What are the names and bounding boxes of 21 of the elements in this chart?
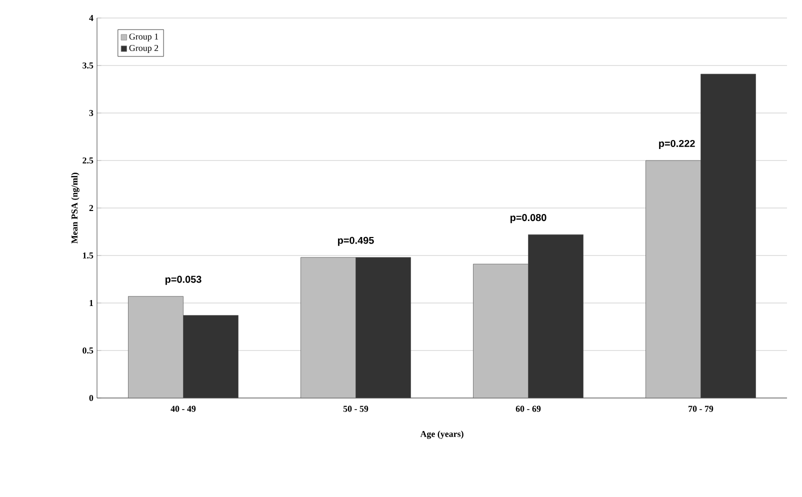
- legend-label: Group 1: [129, 34, 158, 42]
- x-tick-label: 60 - 69: [516, 406, 541, 412]
- y-tick-label: 2.5: [82, 157, 94, 164]
- x-tick-label: 40 - 49: [170, 406, 196, 412]
- annotation: p=0.080: [510, 214, 546, 224]
- y-tick-label: 0: [89, 394, 94, 402]
- y-axis-title: Mean PSA (ng/ml): [71, 172, 80, 244]
- x-tick-label: 70 - 79: [688, 406, 714, 412]
- y-tick-label: 2: [89, 205, 94, 211]
- legend-label: Group 2: [129, 45, 158, 53]
- y-tick-label: 1: [90, 300, 94, 306]
- y-tick-label: 3.5: [82, 62, 94, 69]
- annotation: p=0.222: [659, 140, 695, 149]
- annotation: p=0.053: [165, 276, 202, 285]
- y-tick-label: 1.5: [82, 252, 94, 259]
- y-tick-label: 0.5: [82, 347, 94, 354]
- y-tick-label: 3: [89, 110, 94, 116]
- y-tick-label: 4: [89, 15, 94, 21]
- x-tick-label: 50 - 59: [343, 406, 368, 412]
- x-axis-title: Age (years): [420, 430, 464, 439]
- annotation: p=0.495: [338, 236, 374, 246]
